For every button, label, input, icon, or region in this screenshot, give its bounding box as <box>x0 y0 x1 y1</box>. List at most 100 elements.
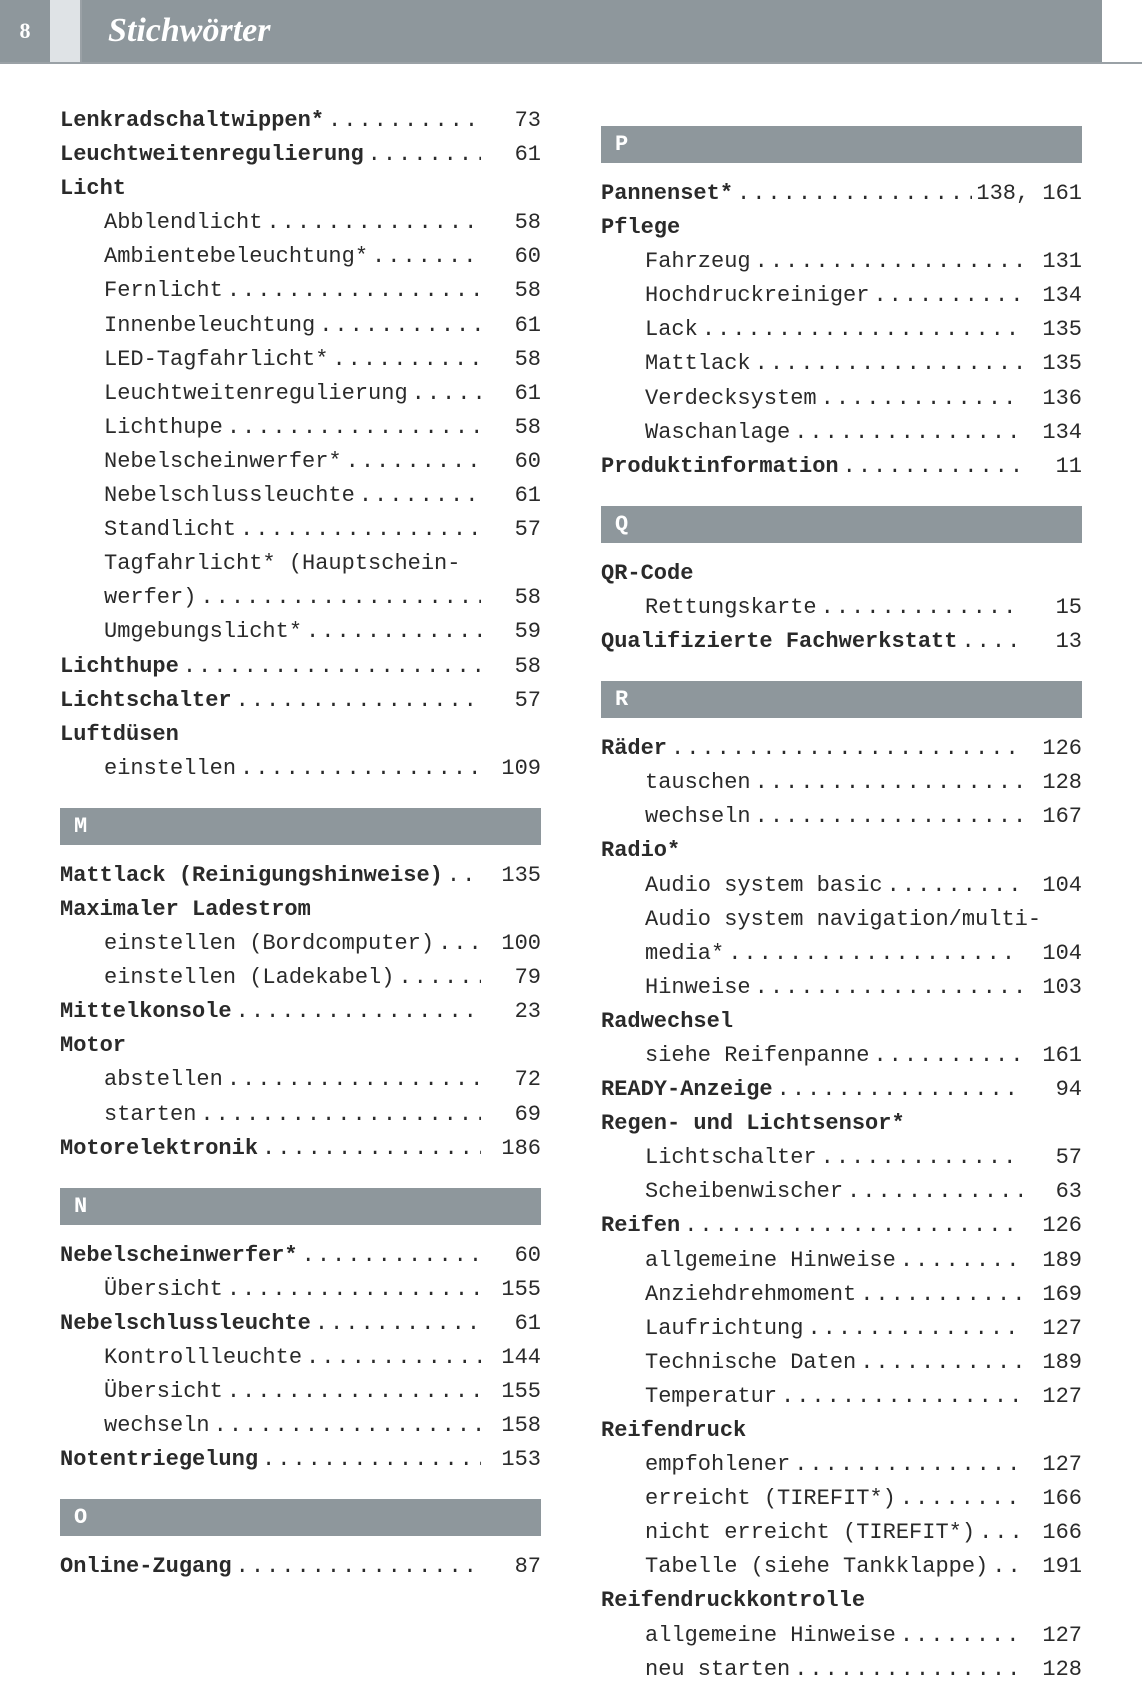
index-subentry: Tabelle (siehe Tankklappe)191 <box>601 1550 1082 1584</box>
index-subentry-page: 166 <box>1022 1482 1082 1516</box>
index-subentry-label: Temperatur <box>645 1380 777 1414</box>
index-subentry-label: Nebelschlussleuchte <box>104 479 355 513</box>
index-subentry: neu starten128 <box>601 1653 1082 1687</box>
leader-dots <box>302 1341 481 1375</box>
leader-dots <box>368 240 481 274</box>
index-heading: Licht <box>60 172 541 206</box>
index-subentry-page: 155 <box>481 1273 541 1307</box>
index-subentry-page: 58 <box>481 581 541 615</box>
index-subentry-label: neu starten <box>645 1653 790 1687</box>
index-subentry-page: 128 <box>1022 766 1082 800</box>
leader-dots <box>751 245 1022 279</box>
index-subentry-label: Mattlack <box>645 347 751 381</box>
index-heading: Luftdüsen <box>60 718 541 752</box>
leader-dots <box>803 1312 1022 1346</box>
index-heading-label: Pflege <box>601 211 680 245</box>
index-entry-page: 186 <box>481 1132 541 1166</box>
left-column: Lenkradschaltwippen*73Leuchtweitenreguli… <box>60 104 541 1687</box>
leader-dots <box>680 1209 1022 1243</box>
index-subentry-label: Hochdruckreiniger <box>645 279 869 313</box>
index-subentry-page: 189 <box>1022 1346 1082 1380</box>
index-subentry: Waschanlage134 <box>601 416 1082 450</box>
index-subentry-page: 155 <box>481 1375 541 1409</box>
index-subentry-page: 166 <box>1022 1516 1082 1550</box>
leader-dots <box>355 479 481 513</box>
letter-section-n: N <box>60 1188 541 1225</box>
index-subentry: Lichthupe58 <box>60 411 541 445</box>
index-subentry-label: Lichthupe <box>104 411 223 445</box>
leader-dots <box>262 206 481 240</box>
leader-dots <box>328 343 481 377</box>
index-entry-page: 13 <box>1022 625 1082 659</box>
index-subentry-label: Standlicht <box>104 513 236 547</box>
index-subentry: Lichtschalter57 <box>601 1141 1082 1175</box>
index-subentry-label: Scheibenwischer <box>645 1175 843 1209</box>
leader-dots <box>957 625 1022 659</box>
index-subentry-label: abstellen <box>104 1063 223 1097</box>
leader-dots <box>302 615 481 649</box>
index-subentry: werfer) 58 <box>60 581 541 615</box>
index-subentry-label: tauschen <box>645 766 751 800</box>
index-subentry: Innenbeleuchtung61 <box>60 309 541 343</box>
leader-dots <box>751 766 1022 800</box>
index-entry-page: 61 <box>481 138 541 172</box>
leader-dots <box>298 1239 481 1273</box>
index-entry-label: Online-Zugang <box>60 1550 232 1584</box>
index-subentry-page: 63 <box>1022 1175 1082 1209</box>
index-heading: Radio* <box>601 834 1082 868</box>
index-subentry-label: wechseln <box>645 800 751 834</box>
index-entry: Qualifizierte Fachwerkstatt 13 <box>601 625 1082 659</box>
leader-dots <box>869 279 1022 313</box>
index-heading-label: Radwechsel <box>601 1005 733 1039</box>
index-subentry-label: Technische Daten <box>645 1346 856 1380</box>
index-subentry-page: 79 <box>481 961 541 995</box>
index-entry-page: 135 <box>481 859 541 893</box>
index-subentry: erreicht (TIREFIT*)166 <box>601 1482 1082 1516</box>
index-entry: Produktinformation11 <box>601 450 1082 484</box>
index-subentry-page: 169 <box>1022 1278 1082 1312</box>
header-bar: 8 Stichwörter <box>0 0 1142 64</box>
index-subentry: Ambientebeleuchtung*60 <box>60 240 541 274</box>
leader-dots <box>790 416 1022 450</box>
index-subentry-page: 104 <box>1022 869 1082 903</box>
leader-dots <box>223 1375 481 1409</box>
index-subentry-label: allgemeine Hinweise <box>645 1619 896 1653</box>
leader-dots <box>196 581 481 615</box>
index-heading-label: QR-Code <box>601 557 693 591</box>
index-subentry-page: 134 <box>1022 416 1082 450</box>
index-entry-page: 57 <box>481 684 541 718</box>
leader-dots <box>777 1380 1022 1414</box>
index-subentry-label: Ambientebeleuchtung* <box>104 240 368 274</box>
index-subentry: Hochdruckreiniger134 <box>601 279 1082 313</box>
index-subentry-page: 167 <box>1022 800 1082 834</box>
index-subentry-label: einstellen <box>104 752 236 786</box>
index-entry-label: Lichthupe <box>60 650 179 684</box>
letter-section-r: R <box>601 681 1082 718</box>
leader-dots <box>751 347 1022 381</box>
index-subentry-label: einstellen (Bordcomputer) <box>104 927 434 961</box>
index-subentry-label: werfer) <box>104 581 196 615</box>
index-subentry-label: Abblendlicht <box>104 206 262 240</box>
leader-dots <box>223 274 481 308</box>
index-entry: Mattlack (Reinigungshinweise)135 <box>60 859 541 893</box>
index-subentry-label: Hinweise <box>645 971 751 1005</box>
index-entry-page: 61 <box>481 1307 541 1341</box>
index-subentry-label: Übersicht <box>104 1273 223 1307</box>
index-entry-label: Reifen <box>601 1209 680 1243</box>
index-entry-page: 23 <box>481 995 541 1029</box>
letter-section-m: M <box>60 808 541 845</box>
leader-dots <box>698 313 1022 347</box>
index-subentry-label: Nebelscheinwerfer* <box>104 445 342 479</box>
index-subentry-label: Leuchtweitenregulierung <box>104 377 408 411</box>
index-entry-page: 58 <box>481 650 541 684</box>
index-subentry: Kontrollleuchte144 <box>60 1341 541 1375</box>
leader-dots <box>817 591 1022 625</box>
index-subentry-page: 127 <box>1022 1312 1082 1346</box>
index-subentry-page: 72 <box>481 1063 541 1097</box>
index-subentry-label: wechseln <box>104 1409 210 1443</box>
index-heading-label: Motor <box>60 1029 126 1063</box>
index-entry-label: Qualifizierte Fachwerkstatt <box>601 625 957 659</box>
index-subentry-page: 15 <box>1022 591 1082 625</box>
index-entry-label: Lenkradschaltwippen* <box>60 104 324 138</box>
index-entry: READY-Anzeige94 <box>601 1073 1082 1107</box>
